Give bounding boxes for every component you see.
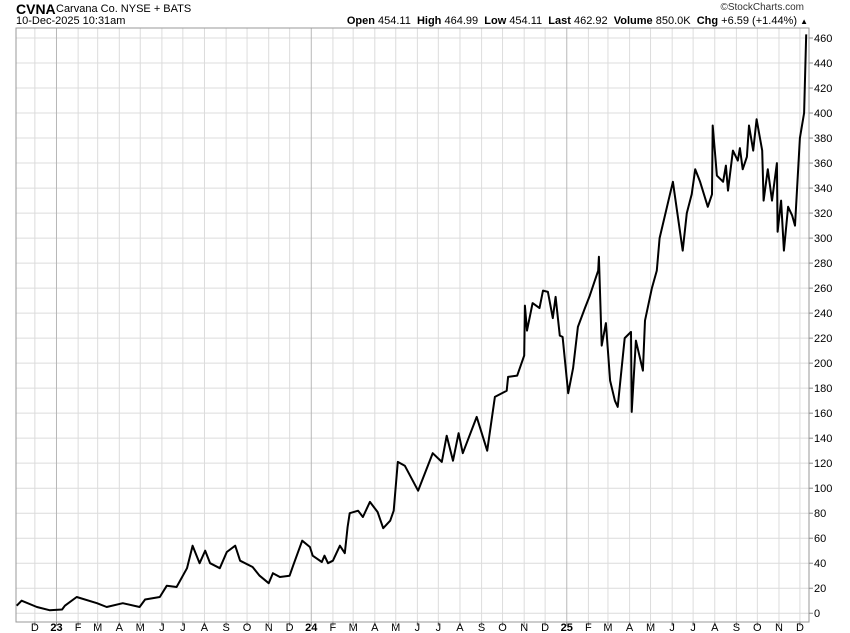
x-tick-label: A [626, 622, 634, 633]
y-tick-label: 400 [814, 108, 832, 120]
ticker-symbol: CVNA [16, 1, 56, 17]
volume-value: 850.0K [655, 15, 691, 27]
grid [16, 28, 809, 622]
x-tick-label: D [541, 622, 549, 633]
x-tick-label: M [603, 622, 612, 633]
x-tick-label: M [646, 622, 655, 633]
x-tick-label: M [391, 622, 400, 633]
y-tick-label: 200 [814, 358, 832, 370]
x-tick-label: 25 [561, 622, 573, 633]
x-tick-label: A [456, 622, 464, 633]
y-tick-label: 460 [814, 33, 832, 45]
y-tick-label: 240 [814, 308, 832, 320]
x-tick-label: D [286, 622, 294, 633]
chg-value: +6.59 (+1.44%) [721, 15, 798, 27]
x-tick-label: J [669, 622, 675, 633]
x-tick-label: M [136, 622, 145, 633]
y-tick-label: 440 [814, 58, 832, 70]
x-tick-label: A [711, 622, 719, 633]
x-tick-label: J [436, 622, 442, 633]
quote-datetime: 10-Dec-2025 10:31am [16, 15, 126, 27]
y-tick-label: 420 [814, 83, 832, 95]
high-value: 464.99 [444, 15, 479, 27]
low-label: Low [484, 15, 507, 27]
last-value: 462.92 [573, 15, 608, 27]
y-tick-label: 0 [814, 608, 820, 620]
x-tick-label: M [349, 622, 358, 633]
x-tick-label: F [75, 622, 82, 633]
x-tick-label: S [478, 622, 485, 633]
x-tick-label: N [775, 622, 783, 633]
y-tick-label: 360 [814, 158, 832, 170]
x-tick-label: 23 [50, 622, 62, 633]
series [15, 34, 808, 612]
x-tick-label: O [753, 622, 762, 633]
x-tick-label: F [330, 622, 337, 633]
x-tick-label: J [180, 622, 186, 633]
y-tick-label: 100 [814, 483, 832, 495]
x-tick-label: 24 [305, 622, 318, 633]
y-tick-label: 160 [814, 408, 832, 420]
y-tick-label: 140 [814, 433, 832, 445]
x-axis: D 23 F M A M J J A S O N D 24 F M A M J J A S O N D 25 F M A M J J A S O N D [31, 622, 804, 633]
x-tick-label: J [159, 622, 165, 633]
y-tick-label: 220 [814, 333, 832, 345]
high-label: High [416, 15, 442, 27]
y-tick-label: 380 [814, 133, 832, 145]
low-value: 454.11 [509, 15, 543, 27]
x-tick-label: S [222, 622, 229, 633]
x-tick-label: N [520, 622, 528, 633]
x-tick-label: J [690, 622, 696, 633]
y-tick-label: 300 [814, 233, 832, 245]
y-tick-label: 340 [814, 183, 832, 195]
quote-summary: Open 454.11 High 464.99 Low 454.11 Last … [347, 15, 808, 27]
x-tick-label: S [733, 622, 740, 633]
open-label: Open [346, 15, 375, 27]
plot-border [15, 27, 810, 623]
y-tick-label: 80 [814, 508, 826, 520]
y-axis: 0 20 40 60 80 100 120 140 160 180 200 220 240 260 280 3… [809, 33, 832, 620]
last-label: Last [548, 15, 571, 27]
open-value: 454.11 [378, 15, 411, 27]
x-tick-label: O [243, 622, 252, 633]
y-tick-label: 120 [814, 458, 832, 470]
y-tick-label: 320 [814, 208, 832, 220]
x-tick-label: A [201, 622, 209, 633]
x-tick-label: O [498, 622, 507, 633]
y-tick-label: 60 [814, 533, 826, 545]
plot-frame [15, 27, 810, 623]
x-tick-label: D [796, 622, 804, 633]
x-tick-label: N [265, 622, 273, 633]
volume-label: Volume [613, 15, 653, 27]
x-tick-label: F [585, 622, 592, 633]
y-tick-label: 260 [814, 283, 832, 295]
y-tick-label: 280 [814, 258, 832, 270]
company-name: Carvana Co. NYSE + BATS [56, 3, 192, 15]
watermark: ©StockCharts.com [720, 2, 804, 13]
x-tick-label: A [116, 622, 124, 633]
price-line [15, 34, 808, 612]
x-tick-label: M [93, 622, 102, 633]
x-tick-label: A [371, 622, 379, 633]
triangle-up-icon: ▲ [800, 17, 808, 26]
y-tick-label: 40 [814, 558, 826, 570]
x-tick-label: J [415, 622, 421, 633]
y-tick-label: 180 [814, 383, 832, 395]
y-tick-label: 20 [814, 583, 826, 595]
chg-label: Chg [696, 15, 719, 27]
x-tick-label: D [31, 622, 39, 633]
